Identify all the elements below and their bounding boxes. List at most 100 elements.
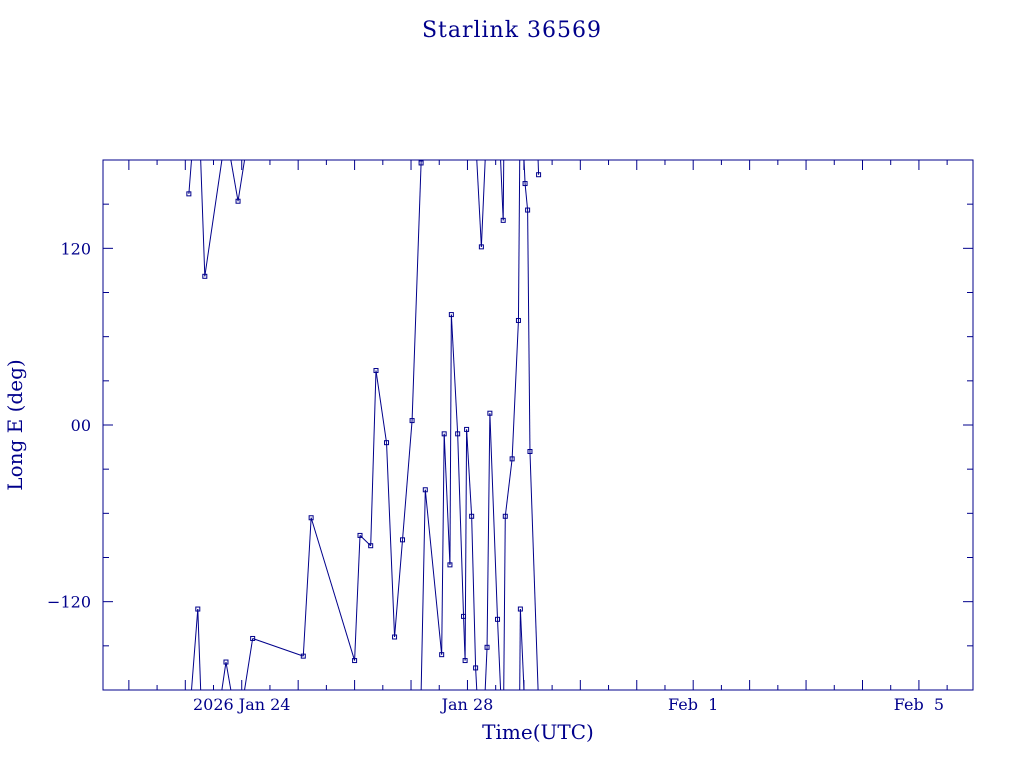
series-segment xyxy=(502,160,505,221)
series-segment xyxy=(450,314,459,434)
data-point xyxy=(223,659,229,665)
x-tick-label: Feb 5 xyxy=(894,695,944,714)
series-segment xyxy=(237,160,246,202)
data-point xyxy=(368,543,374,549)
series-segment xyxy=(302,517,312,657)
series-segment xyxy=(475,667,478,690)
series-segment xyxy=(523,160,526,184)
data-point xyxy=(400,537,406,543)
series-segment xyxy=(489,413,499,620)
data-point xyxy=(448,312,454,318)
data-point xyxy=(487,410,493,416)
series-segment xyxy=(466,429,473,517)
series-segment xyxy=(480,160,486,247)
data-point xyxy=(441,431,447,437)
data-point xyxy=(235,198,241,204)
data-point xyxy=(473,665,479,671)
series-segment xyxy=(411,162,422,421)
data-point xyxy=(515,317,521,323)
data-point xyxy=(392,634,398,640)
series-segment xyxy=(197,609,202,690)
series-segment xyxy=(504,458,513,517)
series-segment xyxy=(252,638,304,657)
data-point xyxy=(439,652,445,658)
chart-title: Starlink 36569 xyxy=(422,18,602,43)
x-tick-label: Feb 1 xyxy=(668,695,718,714)
data-point xyxy=(469,513,475,519)
data-point xyxy=(357,532,363,538)
data-point xyxy=(495,616,501,622)
series-segment xyxy=(394,539,404,638)
series-segment xyxy=(190,608,199,690)
y-tick-label: 120 xyxy=(60,239,91,258)
data-point xyxy=(422,487,428,493)
series-segment xyxy=(486,413,491,648)
data-point xyxy=(455,431,461,437)
series-segment xyxy=(221,661,227,690)
x-axis-label: Time(UTC) xyxy=(482,720,594,744)
series-segment xyxy=(310,517,356,661)
data-point xyxy=(418,160,424,166)
series-segment xyxy=(386,442,396,638)
data-point xyxy=(478,244,484,250)
series-segment xyxy=(457,433,465,617)
data-point xyxy=(536,172,542,178)
series-segment xyxy=(443,433,451,565)
series-segment xyxy=(517,160,521,321)
series-segment xyxy=(497,619,502,690)
data-point xyxy=(447,562,453,568)
series-segment xyxy=(527,210,531,452)
data-point xyxy=(373,368,379,374)
series-group xyxy=(188,160,540,690)
series-segment xyxy=(370,370,377,546)
series-segment xyxy=(511,320,519,459)
series-segment xyxy=(449,314,452,565)
series-segment xyxy=(529,451,539,690)
data-point xyxy=(527,449,533,454)
series-segment xyxy=(476,160,482,247)
series-segment xyxy=(471,516,477,668)
data-point xyxy=(522,181,528,187)
points-group xyxy=(186,160,542,671)
y-tick-label: −120 xyxy=(47,593,91,612)
y-axis: 120 00 −120 xyxy=(47,159,973,691)
series-segment xyxy=(424,489,443,655)
series-segment xyxy=(503,516,506,690)
data-point xyxy=(502,513,508,519)
series-segment xyxy=(464,429,468,661)
series-segment xyxy=(484,647,488,690)
data-point xyxy=(462,658,468,664)
data-point xyxy=(500,217,506,223)
x-axis: 2026 Jan 24 Jan 28 Feb 1 Feb 5 xyxy=(128,160,948,714)
data-point xyxy=(308,515,314,521)
series-segment xyxy=(500,160,504,221)
plot-frame xyxy=(102,159,974,691)
series-segment xyxy=(225,661,232,690)
x-tick-label: Jan 28 xyxy=(440,695,494,714)
series-segment xyxy=(519,609,525,690)
data-point xyxy=(484,644,490,650)
series-segment xyxy=(354,535,361,661)
series-segment xyxy=(420,489,426,690)
data-point xyxy=(202,273,208,279)
series-segment xyxy=(244,638,254,690)
series-segment xyxy=(524,183,529,211)
data-point xyxy=(464,426,470,432)
y-tick-label: 00 xyxy=(71,416,91,435)
x-tick-label: 2026 Jan 24 xyxy=(193,695,291,714)
data-point xyxy=(409,418,415,424)
series-segment xyxy=(441,433,445,655)
data-point xyxy=(300,653,306,659)
data-point xyxy=(384,440,390,446)
data-point xyxy=(461,613,467,619)
data-point xyxy=(352,658,358,664)
series-segment xyxy=(230,160,239,202)
y-axis-label: Long E (deg) xyxy=(3,359,27,490)
data-point xyxy=(186,191,192,197)
data-point xyxy=(525,207,531,213)
series-segment xyxy=(188,160,192,194)
series-segment xyxy=(204,160,223,277)
data-point xyxy=(195,606,201,612)
data-point xyxy=(509,456,515,462)
